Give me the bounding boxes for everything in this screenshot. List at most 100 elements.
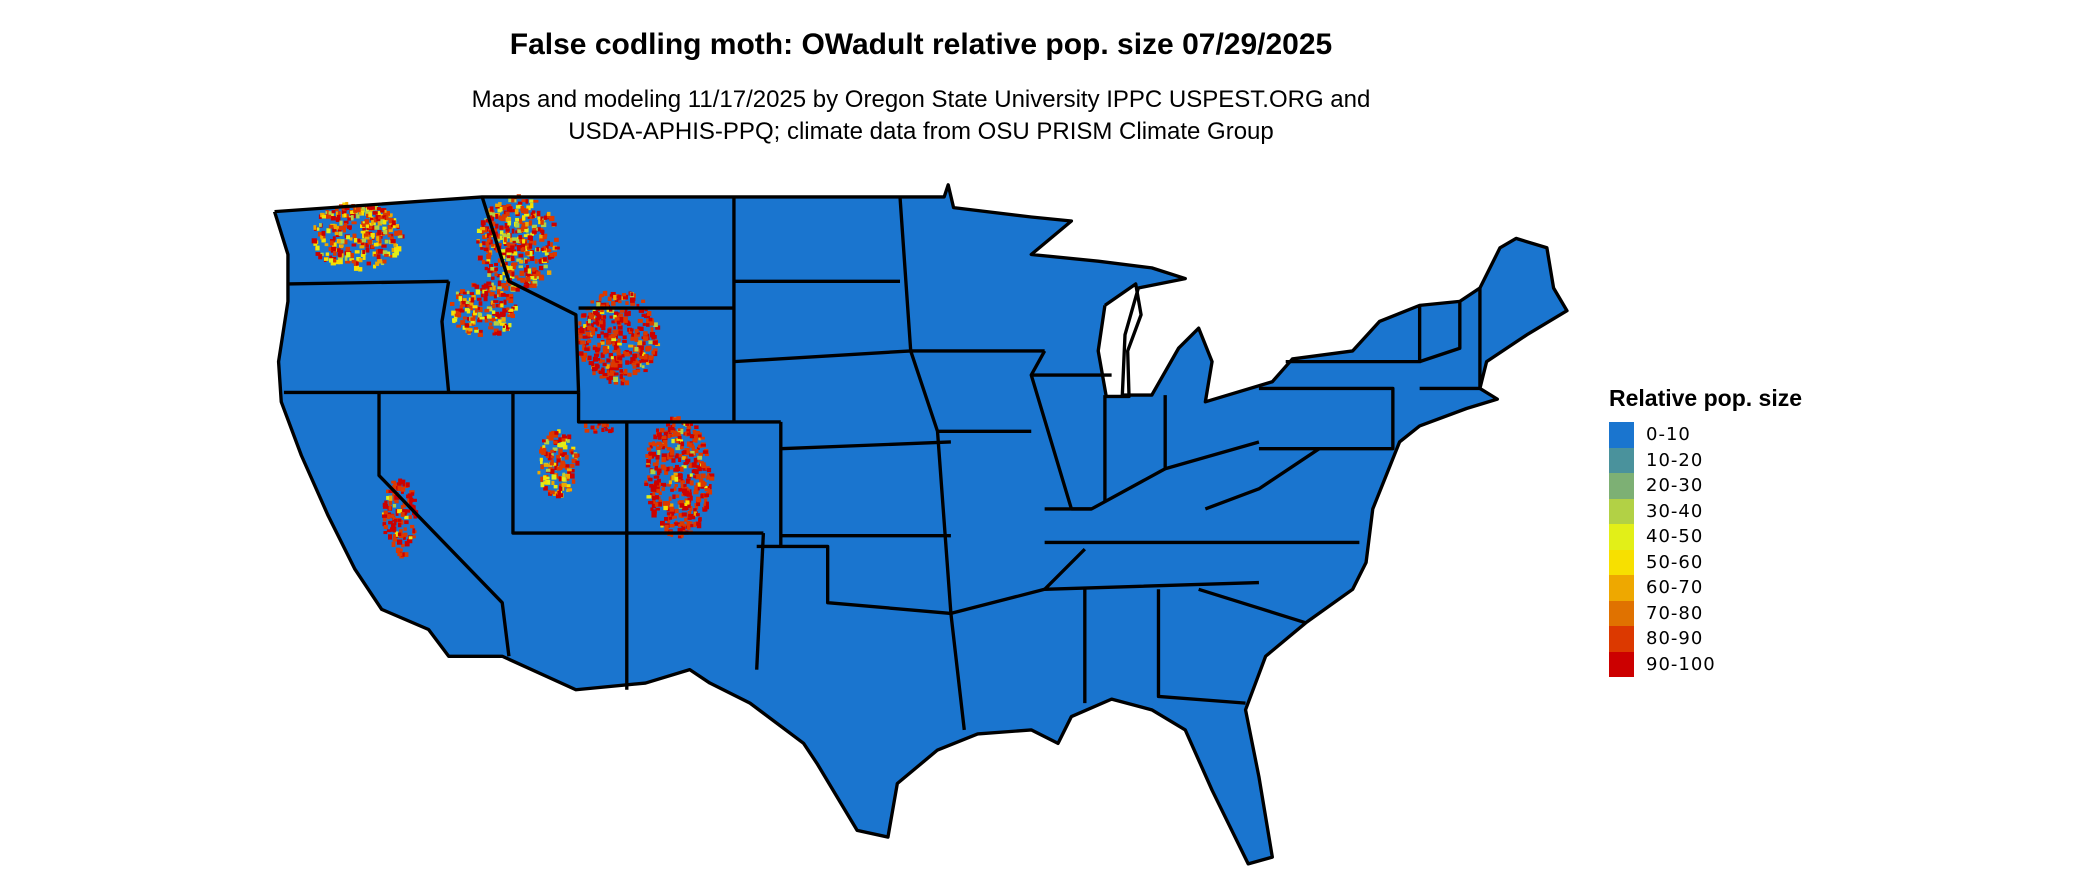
hotspot-cell bbox=[409, 490, 415, 494]
hotspot-cell bbox=[683, 502, 688, 507]
hotspot-cell bbox=[600, 341, 605, 345]
hotspot-cell bbox=[700, 482, 706, 487]
hotspot-cell bbox=[602, 362, 607, 367]
hotspot-cell bbox=[542, 246, 547, 251]
hotspot-cell bbox=[649, 320, 655, 326]
hotspot-cell bbox=[638, 360, 642, 364]
hotspot-cell bbox=[681, 505, 687, 511]
hotspot-cell bbox=[532, 273, 537, 279]
hotspot-cell bbox=[493, 227, 498, 233]
hotspot-cell bbox=[504, 223, 510, 229]
hotspot-cell bbox=[479, 243, 483, 247]
hotspot-cell bbox=[527, 215, 531, 219]
hotspot-cell bbox=[538, 265, 544, 271]
hotspot-cell bbox=[392, 538, 398, 542]
hotspot-cell bbox=[591, 330, 596, 336]
hotspot-cell bbox=[350, 210, 355, 214]
hotspot-cell bbox=[486, 306, 492, 311]
hotspot-cell bbox=[489, 317, 494, 322]
hotspot-cell bbox=[549, 215, 555, 222]
hotspot-cell bbox=[648, 358, 654, 364]
hotspot-cell bbox=[382, 259, 387, 264]
hotspot-cell bbox=[350, 253, 354, 258]
hotspot-cell bbox=[590, 323, 594, 328]
hotspot-cell bbox=[344, 223, 348, 228]
hotspot-cell bbox=[630, 328, 634, 332]
hotspot-cell bbox=[497, 289, 501, 295]
hotspot-cell bbox=[585, 340, 589, 346]
hotspot-cell bbox=[390, 514, 395, 518]
hotspot-cell bbox=[532, 280, 538, 287]
hotspot-cell bbox=[386, 529, 391, 533]
hotspot-cell bbox=[393, 242, 397, 247]
hotspot-cell bbox=[500, 216, 506, 222]
hotspot-cell bbox=[410, 524, 415, 529]
hotspot-cell bbox=[617, 339, 621, 345]
hotspot-cell bbox=[462, 298, 467, 302]
hotspot-cell bbox=[616, 350, 621, 355]
hotspot-cell bbox=[706, 467, 712, 473]
hotspot-cell bbox=[507, 314, 513, 318]
hotspot-cell bbox=[550, 455, 555, 459]
hotspot-cell bbox=[687, 521, 692, 527]
hotspot-cell bbox=[624, 349, 629, 353]
hotspot-cell bbox=[369, 208, 374, 212]
hotspot-cell bbox=[509, 237, 514, 243]
hotspot-cell bbox=[479, 329, 483, 333]
hotspot-cell bbox=[397, 230, 403, 236]
hotspot-cell bbox=[617, 294, 622, 300]
hotspot-cell bbox=[686, 503, 691, 508]
hotspot-cell bbox=[488, 239, 493, 245]
hotspot-cell bbox=[680, 441, 685, 447]
hotspot-cell bbox=[667, 434, 671, 439]
hotspot-cell bbox=[529, 276, 535, 280]
hotspot-cell bbox=[390, 527, 395, 532]
hotspot-cell bbox=[403, 532, 408, 537]
hotspot-cell bbox=[375, 261, 380, 266]
hotspot-cell bbox=[501, 283, 507, 286]
hotspot-cell bbox=[557, 490, 561, 496]
hotspot-cell bbox=[593, 317, 596, 321]
hotspot-cell bbox=[645, 346, 650, 352]
hotspot-cell bbox=[656, 478, 661, 483]
hotspot-cell bbox=[383, 510, 388, 516]
hotspot-cell bbox=[557, 429, 561, 434]
hotspot-cell bbox=[400, 505, 404, 509]
hotspot-cell bbox=[410, 505, 416, 511]
hotspot-cell bbox=[694, 425, 699, 429]
hotspot-cell bbox=[372, 221, 376, 226]
hotspot-cell bbox=[340, 252, 344, 258]
hotspot-cell bbox=[613, 376, 619, 383]
hotspot-cell bbox=[547, 240, 551, 247]
hotspot-cell bbox=[617, 342, 622, 346]
hotspot-cell bbox=[639, 355, 645, 360]
hotspot-cell bbox=[393, 483, 398, 487]
hotspot-cell bbox=[384, 239, 389, 244]
hotspot-cell bbox=[675, 453, 679, 459]
hotspot-cell bbox=[641, 365, 645, 369]
hotspot-cell bbox=[401, 544, 405, 548]
hotspot-cell bbox=[358, 267, 363, 272]
hotspot-cell bbox=[599, 293, 605, 297]
hotspot-cell bbox=[509, 275, 515, 279]
legend-label: 60-70 bbox=[1646, 577, 1704, 599]
hotspot-cell bbox=[409, 501, 413, 507]
hotspot-cell bbox=[499, 291, 504, 295]
hotspot-cell bbox=[663, 431, 669, 436]
hotspot-cell bbox=[534, 258, 538, 264]
hotspot-cell bbox=[552, 491, 558, 496]
hotspot-cell bbox=[589, 314, 594, 320]
hotspot-cell bbox=[600, 359, 606, 363]
hotspot-cell bbox=[505, 324, 510, 330]
hotspot-cell bbox=[642, 341, 646, 346]
hotspot-cell bbox=[617, 348, 621, 352]
hotspot-cell bbox=[693, 489, 699, 494]
hotspot-cell bbox=[480, 227, 486, 231]
hotspot-cell bbox=[549, 490, 555, 495]
hotspot-cell bbox=[366, 231, 373, 236]
hotspot-cell bbox=[510, 257, 515, 262]
hotspot-cell bbox=[392, 503, 397, 508]
legend-swatch bbox=[1609, 473, 1634, 499]
hotspot-cell bbox=[691, 434, 695, 439]
hotspot-cell bbox=[607, 335, 612, 339]
